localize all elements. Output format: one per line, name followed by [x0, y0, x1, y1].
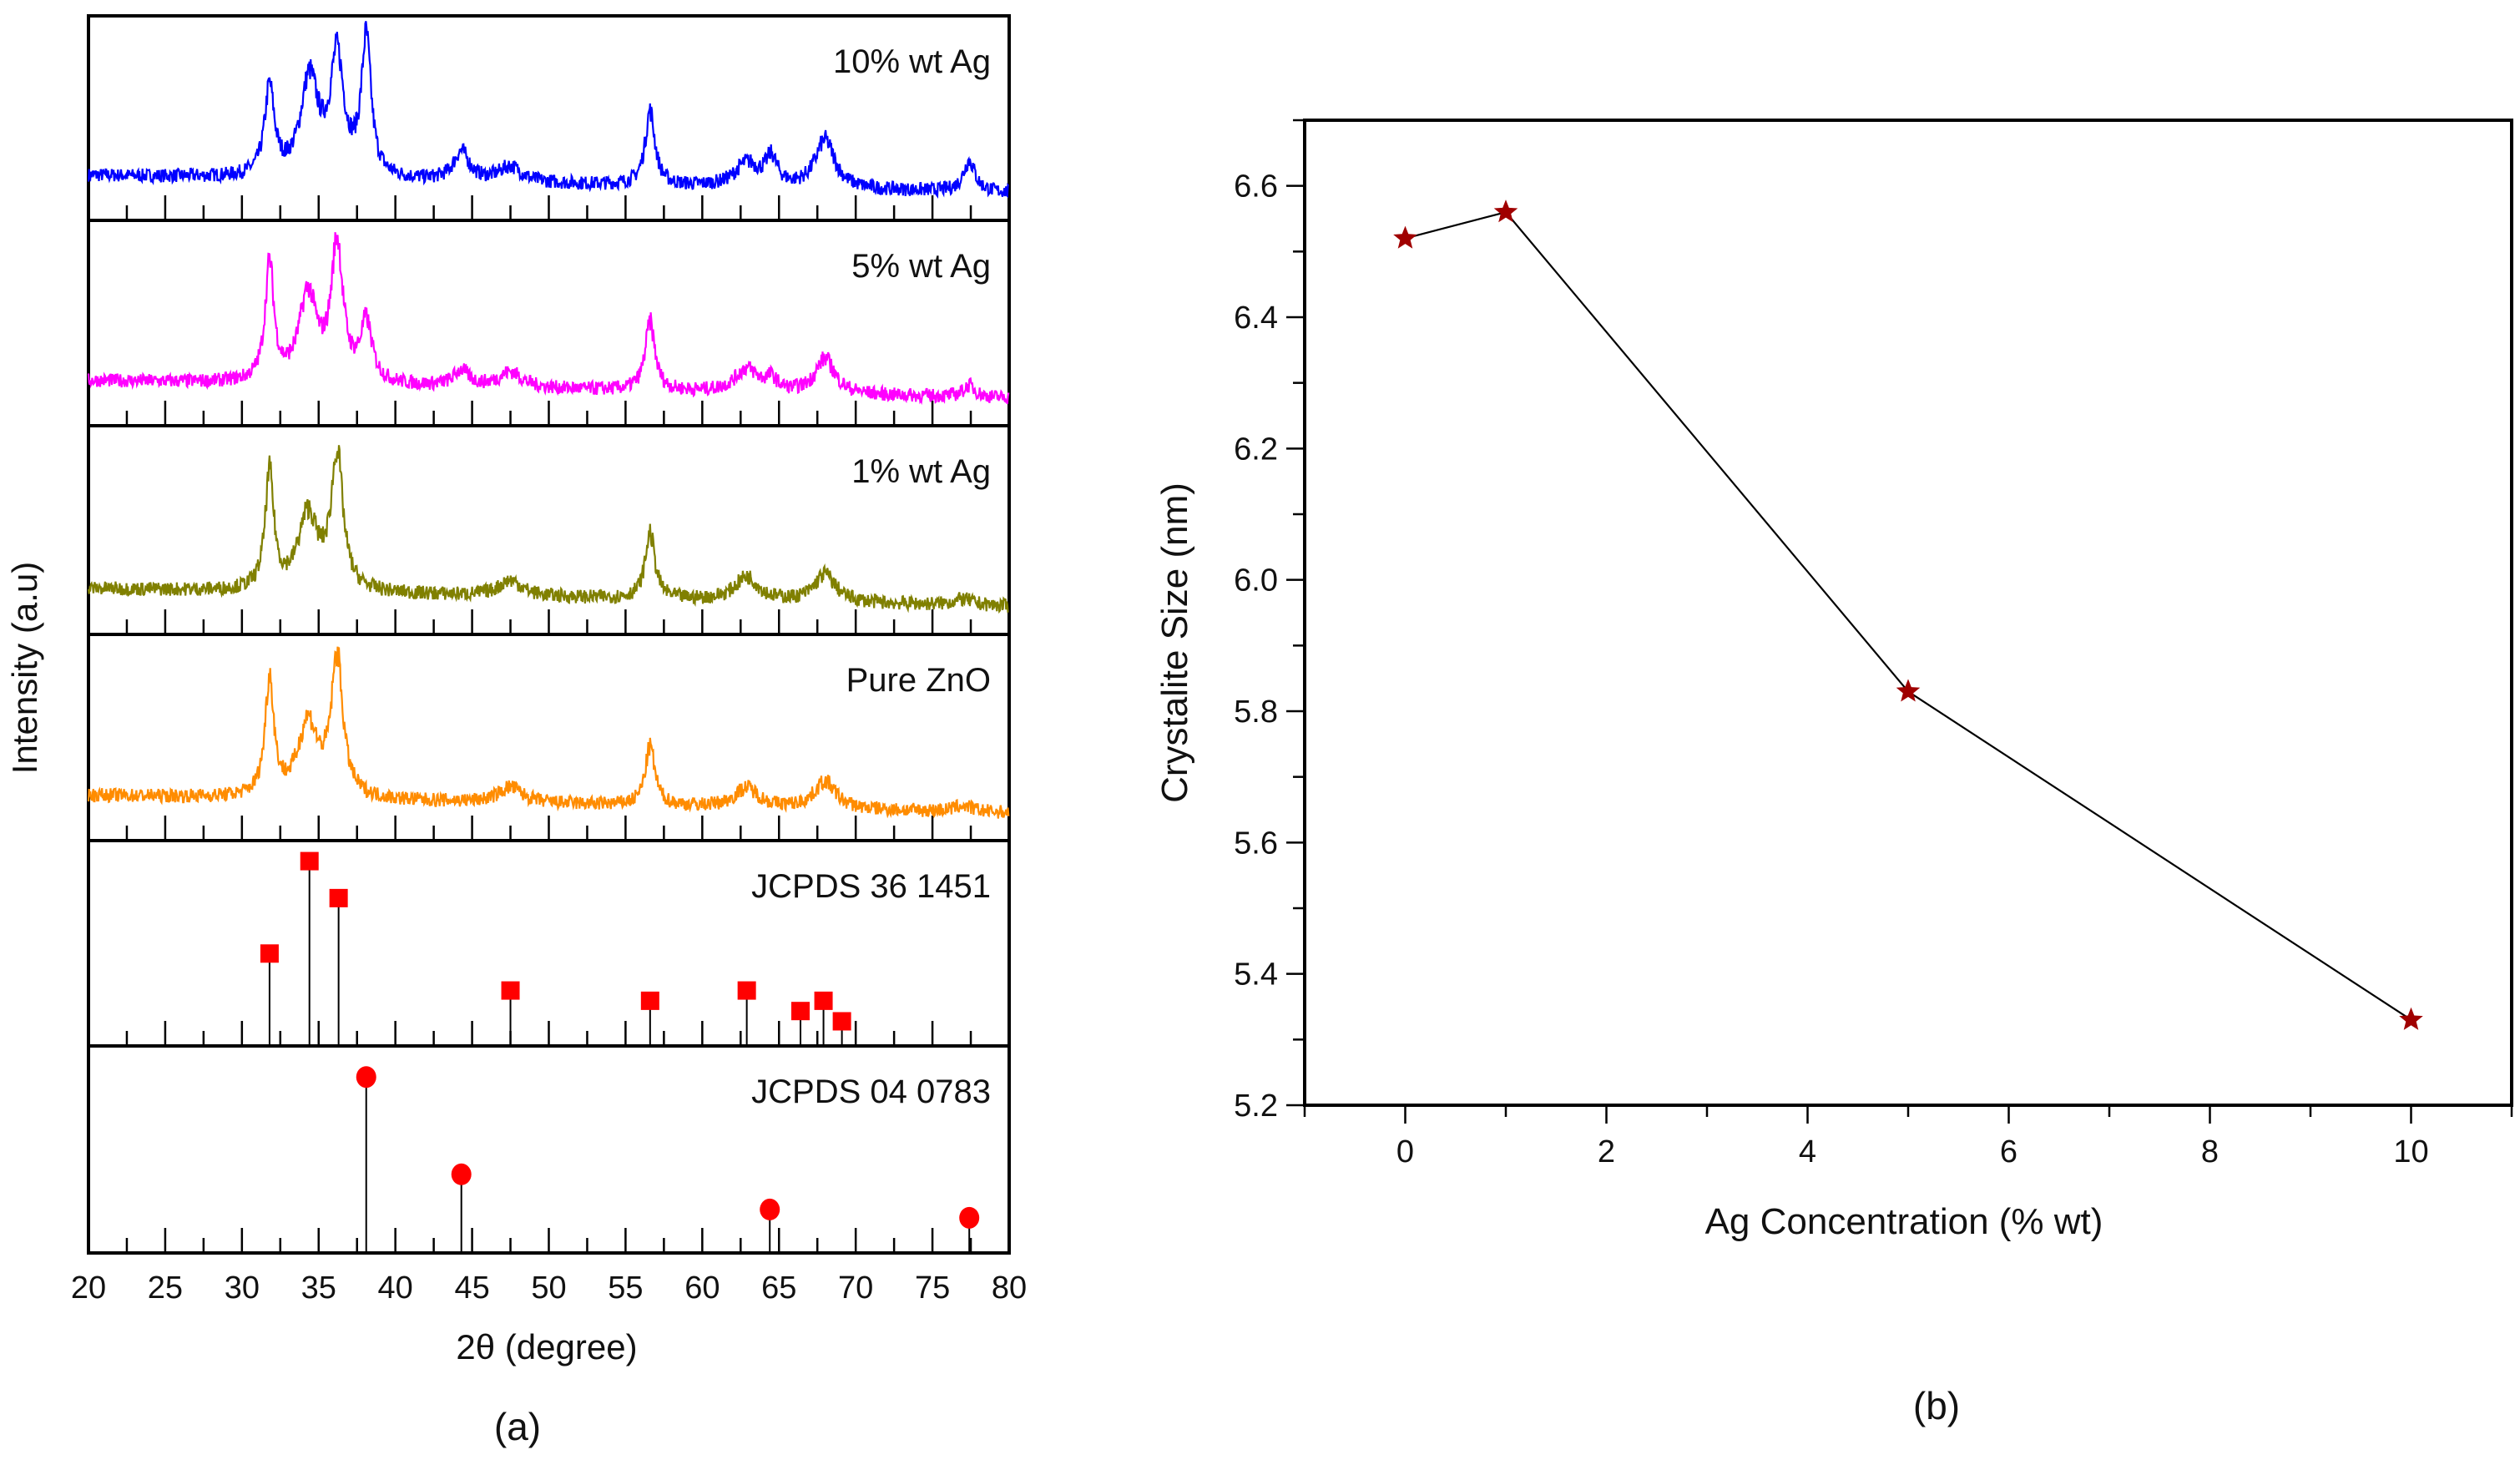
data-line: [1405, 210, 2412, 1021]
square-marker: [260, 944, 279, 963]
x-tick-label: 80: [992, 1270, 1027, 1306]
size-y-axis-label: Crystalite Size (nm): [1154, 482, 1195, 803]
reference-label: JCPDS 04 0783: [751, 1073, 991, 1110]
x-tick-label: 35: [301, 1270, 336, 1306]
circle-marker: [356, 1066, 376, 1089]
x-tick-label: 20: [71, 1270, 106, 1306]
x-tick-label: 75: [915, 1270, 950, 1306]
star-marker: [2399, 1007, 2423, 1030]
xrd-curve-3: [87, 646, 1010, 819]
x-tick-label: 0: [1396, 1134, 1414, 1169]
star-marker: [1896, 679, 1921, 702]
xrd-curve-2: [87, 445, 1009, 614]
xrd-y-axis-label: Intensity (a.u): [5, 562, 44, 774]
y-tick-label: 5.8: [1234, 695, 1278, 730]
square-marker: [640, 991, 659, 1010]
y-tick-label: 6.0: [1234, 563, 1278, 599]
square-marker: [300, 851, 319, 871]
xrd-curve-0: [87, 21, 1010, 199]
x-tick-label: 8: [2201, 1134, 2219, 1169]
y-tick-label: 5.6: [1234, 826, 1278, 861]
series-label: Pure ZnO: [846, 662, 991, 699]
panel-label-b: (b): [1913, 1384, 1960, 1427]
x-tick-label: 6: [2000, 1134, 2018, 1169]
series-label: 1% wt Ag: [851, 453, 991, 490]
y-tick-label: 6.4: [1234, 301, 1278, 336]
series-label: 10% wt Ag: [833, 43, 991, 80]
series-label: 5% wt Ag: [851, 248, 991, 285]
circle-marker: [451, 1163, 472, 1185]
panel-label-a: (a): [494, 1405, 541, 1448]
y-tick-label: 6.2: [1234, 432, 1278, 467]
square-marker: [329, 888, 348, 907]
xrd-x-axis-label: 2θ (degree): [456, 1327, 637, 1366]
x-tick-label: 65: [761, 1270, 796, 1306]
star-marker: [1393, 225, 1417, 249]
circle-marker: [959, 1206, 980, 1229]
x-tick-label: 4: [1799, 1134, 1816, 1169]
square-marker: [501, 981, 520, 1000]
circle-marker: [760, 1198, 780, 1220]
xrd-chart: 10% wt Ag 5% wt Ag 1% wt Ag Pure ZnO JCPDS 3…: [71, 14, 1027, 1306]
square-marker: [737, 981, 756, 1000]
x-tick-label: 70: [838, 1270, 873, 1306]
star-marker: [1493, 200, 1518, 223]
reference-label: JCPDS 36 1451: [751, 868, 991, 905]
square-marker: [832, 1012, 851, 1031]
x-tick-label: 50: [531, 1270, 566, 1306]
xrd-curve-1: [87, 232, 1010, 406]
x-tick-label: 45: [454, 1270, 489, 1306]
x-tick-label: 60: [684, 1270, 720, 1306]
size-x-axis-label: Ag Concentration (% wt): [1705, 1201, 2103, 1242]
plot-frame: [1303, 119, 2513, 1107]
x-tick-label: 30: [225, 1270, 260, 1306]
x-tick-label: 2: [1598, 1134, 1615, 1169]
y-tick-label: 5.2: [1234, 1089, 1278, 1124]
y-tick-label: 6.6: [1234, 169, 1278, 205]
square-marker: [790, 1002, 810, 1021]
x-tick-label: 55: [608, 1270, 643, 1306]
x-tick-label: 10: [2393, 1134, 2428, 1169]
y-tick-label: 5.4: [1234, 957, 1278, 993]
x-tick-label: 25: [148, 1270, 183, 1306]
crystallite-size-chart: 0 2 4 6 8 10 5.2 5.4 5.6 5.8 6.0 6.2 6.4 6.6: [1234, 119, 2513, 1169]
x-tick-label: 40: [378, 1270, 413, 1306]
square-marker: [814, 991, 833, 1010]
